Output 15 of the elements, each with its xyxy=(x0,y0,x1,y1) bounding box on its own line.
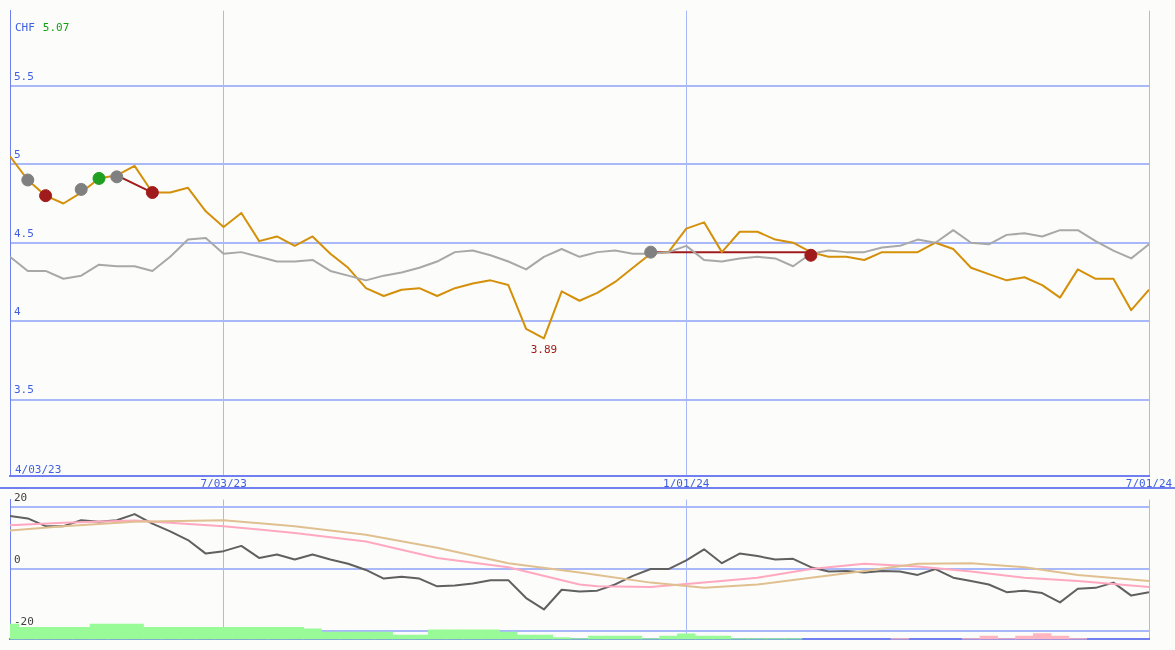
y-tick-label: 5 xyxy=(14,148,21,162)
y-axis-title: CHF xyxy=(15,20,35,34)
y-tick-label: 0 xyxy=(14,552,21,566)
x-tick-label: 1/01/24 xyxy=(663,476,710,490)
x-tick-label: 7/03/23 xyxy=(200,476,247,490)
y-tick-label: 5.5 xyxy=(14,69,34,83)
y-tick-label: -20 xyxy=(14,614,34,628)
y-tick-label: 20 xyxy=(14,491,28,505)
annotation: 5.07 xyxy=(42,20,70,34)
y-tick-label: 4.5 xyxy=(14,226,34,240)
x-tick-label: 7/01/24 xyxy=(1125,476,1173,490)
annotation: 3.89 xyxy=(530,342,558,356)
annotation: 4/03/23 xyxy=(15,462,62,476)
y-tick-label: 3.5 xyxy=(14,383,34,397)
y-tick-label: 4 xyxy=(14,304,21,318)
